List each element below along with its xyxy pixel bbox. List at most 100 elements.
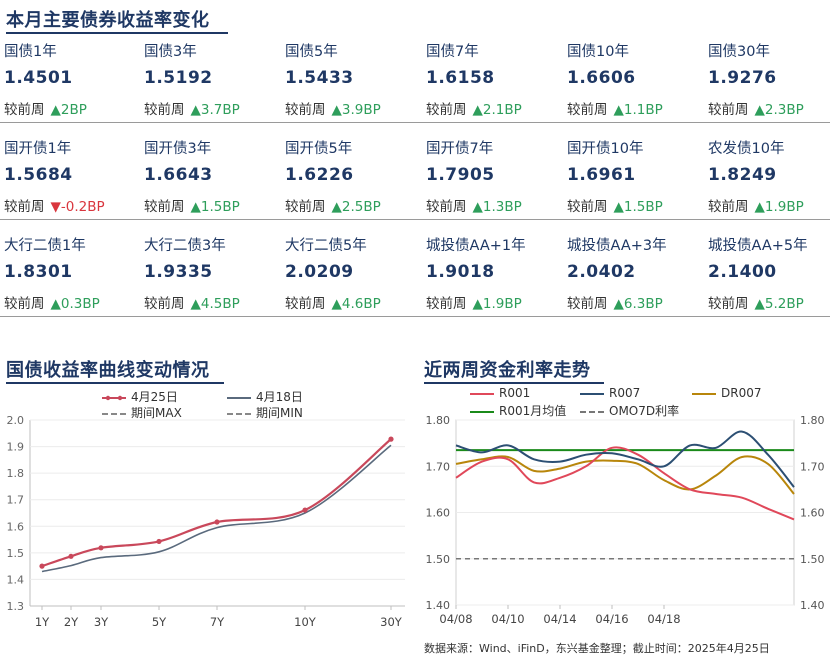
yield-curve-chart: 1.3 1.4 1.5 1.6 1.7 1.8 1.9 2.0 1Y 2Y 3Y 5Y 7Y 10Y 30Y <box>7 414 405 629</box>
yield-value: 1.8249 <box>708 165 777 185</box>
weekly-change: 较前周 ▲4.5BP <box>144 292 240 312</box>
weekly-change: 较前周 ▼-0.2BP <box>4 195 105 215</box>
legend-label-r007: R007 <box>609 386 641 400</box>
weekly-change: 较前周 ▲1.3BP <box>426 195 522 215</box>
x-tick-label: 5Y <box>152 615 167 629</box>
change-amount: 1.1BP <box>623 102 663 118</box>
x-tick-label: 04/14 <box>543 612 576 626</box>
y-tick-label-right: 1.80 <box>800 414 825 427</box>
yield-cell: 国开债3年 1.6643 较前周 ▲1.5BP <box>144 137 284 233</box>
up-arrow-icon: ▲ <box>190 102 201 118</box>
series-line-r007 <box>455 430 795 488</box>
yield-cell: 国债3年 1.5192 较前周 ▲3.7BP <box>144 40 284 136</box>
legend-item-apr18: 4月18日 <box>227 388 303 405</box>
curve-chart-title-text: 国债收益率曲线变动情况 <box>6 360 210 381</box>
x-tick-label: 04/10 <box>491 612 524 626</box>
yield-value: 1.6226 <box>285 165 354 185</box>
legend-item-r007: R007 <box>580 386 640 400</box>
title-underline <box>6 32 228 34</box>
up-arrow-icon: ▲ <box>331 296 342 312</box>
yield-value: 1.9018 <box>426 262 495 282</box>
weekly-change: 较前周 ▲4.6BP <box>285 292 381 312</box>
yield-cell: 国债10年 1.6606 较前周 ▲1.1BP <box>567 40 707 136</box>
y-tick-label: 1.5 <box>7 547 25 560</box>
change-amount: 1.3BP <box>482 199 522 215</box>
weekly-change: 较前周 ▲2.5BP <box>285 195 381 215</box>
up-arrow-icon: ▲ <box>613 102 624 118</box>
legend-item-min: 期间MIN <box>227 404 303 421</box>
yield-cell: 城投债AA+1年 1.9018 较前周 ▲1.9BP <box>426 234 566 330</box>
change-prefix: 较前周 <box>567 296 608 312</box>
bond-name: 大行二债5年 <box>285 238 367 254</box>
change-prefix: 较前周 <box>4 199 45 215</box>
yield-cell: 城投债AA+5年 2.1400 较前周 ▲5.2BP <box>708 234 830 330</box>
up-arrow-icon: ▲ <box>754 102 765 118</box>
change-prefix: 较前周 <box>144 296 185 312</box>
bond-name: 国债5年 <box>285 44 338 60</box>
legend-item-r001-avg: R001月均值 <box>470 402 566 419</box>
legend-item-apr25: 4月25日 <box>102 388 178 405</box>
change-prefix: 较前周 <box>708 296 749 312</box>
data-source-note: 数据来源：Wind、iFinD，东兴基金整理；截止时间：2025年4月25日 <box>424 642 770 655</box>
change-amount: 0.3BP <box>60 296 100 312</box>
yield-value: 1.9335 <box>144 262 213 282</box>
yield-cell: 农发债10年 1.8249 较前周 ▲1.9BP <box>708 137 830 233</box>
weekly-change: 较前周 ▲5.2BP <box>708 292 804 312</box>
page-title: 本月主要债券收益率变化 <box>6 6 228 34</box>
legend-label-apr18: 4月18日 <box>256 390 303 404</box>
up-arrow-icon: ▲ <box>331 102 342 118</box>
x-tick-label: 30Y <box>380 615 403 629</box>
weekly-change: 较前周 ▲2.1BP <box>426 98 522 118</box>
bond-name: 城投债AA+5年 <box>708 238 808 254</box>
up-arrow-icon: ▲ <box>50 296 61 312</box>
yield-cell: 城投债AA+3年 2.0402 较前周 ▲6.3BP <box>567 234 707 330</box>
yield-cell: 国债30年 1.9276 较前周 ▲2.3BP <box>708 40 830 136</box>
up-arrow-icon: ▲ <box>472 199 483 215</box>
change-prefix: 较前周 <box>144 199 185 215</box>
change-prefix: 较前周 <box>285 102 326 118</box>
bond-name: 城投债AA+3年 <box>567 238 667 254</box>
yield-value: 2.1400 <box>708 262 777 282</box>
change-amount: 2BP <box>60 102 87 118</box>
yield-cell: 大行二债1年 1.8301 较前周 ▲0.3BP <box>4 234 144 330</box>
x-tick-label: 04/18 <box>647 612 680 626</box>
change-amount: 1.9BP <box>764 199 804 215</box>
y-tick-label: 1.8 <box>7 467 25 480</box>
data-point <box>68 553 74 559</box>
legend-item-dr007: DR007 <box>692 386 761 400</box>
yield-cell: 大行二债3年 1.9335 较前周 ▲4.5BP <box>144 234 284 330</box>
weekly-change: 较前周 ▲1.5BP <box>144 195 240 215</box>
curve-chart-title: 国债收益率曲线变动情况 <box>6 356 224 384</box>
curve-title-underline <box>6 382 224 384</box>
yield-value: 1.5192 <box>144 68 213 88</box>
bond-name: 国债30年 <box>708 44 770 60</box>
up-arrow-icon: ▲ <box>613 199 624 215</box>
money-title-underline <box>424 382 604 384</box>
legend-item-omo: OMO7D利率 <box>580 402 679 419</box>
change-amount: 3.7BP <box>200 102 240 118</box>
legend-label-min: 期间MIN <box>256 406 303 420</box>
money-chart-title: 近两周资金利率走势 <box>424 356 604 384</box>
bond-name: 国开债1年 <box>4 141 72 157</box>
y-tick-label-right: 1.40 <box>800 599 825 612</box>
change-amount: 2.1BP <box>482 102 522 118</box>
yield-cell: 国开债7年 1.7905 较前周 ▲1.3BP <box>426 137 566 233</box>
yield-value: 1.5684 <box>4 165 73 185</box>
up-arrow-icon: ▲ <box>190 296 201 312</box>
change-prefix: 较前周 <box>144 102 185 118</box>
legend-label-dr007: DR007 <box>721 386 762 400</box>
y-tick-label: 2.0 <box>7 414 25 427</box>
change-amount: 2.3BP <box>764 102 804 118</box>
bond-name: 农发债10年 <box>708 141 785 157</box>
yield-value: 1.9276 <box>708 68 777 88</box>
up-arrow-icon: ▲ <box>50 102 61 118</box>
legend-label-omo: OMO7D利率 <box>609 404 680 418</box>
change-amount: 1.5BP <box>200 199 240 215</box>
x-tick-label: 04/08 <box>439 612 472 626</box>
change-amount: 5.2BP <box>764 296 804 312</box>
weekly-change: 较前周 ▲1.5BP <box>567 195 663 215</box>
y-tick-label: 1.9 <box>7 441 25 454</box>
y-tick-label-left: 1.40 <box>426 599 451 612</box>
data-point <box>214 519 220 525</box>
y-tick-label-left: 1.50 <box>426 553 451 566</box>
